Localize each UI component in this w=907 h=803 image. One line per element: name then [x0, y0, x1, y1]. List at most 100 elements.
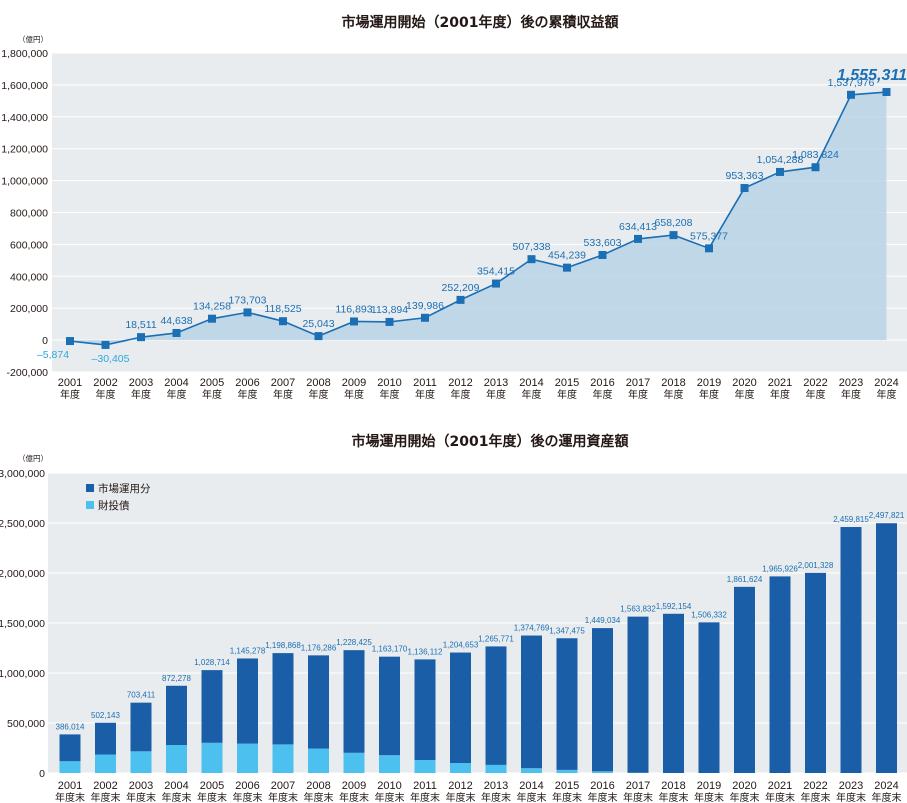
chart1-data-point	[350, 317, 358, 326]
chart1-x-tick-label: 2024	[874, 377, 898, 389]
chart1-x-tick-label: 2023	[839, 377, 863, 389]
chart2-bar-market	[627, 616, 649, 773]
chart1-x-tick-label: 2006	[235, 377, 259, 389]
chart2-gridlines	[48, 472, 907, 774]
chart1-x-tick-suffix: 年度	[415, 388, 435, 401]
chart1-data-label: 533,603	[584, 237, 622, 249]
chart2-bar-fiscal-bonds	[308, 748, 329, 773]
legend-label-market: 市場運用分	[98, 482, 151, 495]
chart1-data-point	[634, 234, 642, 243]
chart2-unit: （億円）	[18, 453, 48, 463]
chart1-x-tick-label: 2020	[732, 377, 756, 389]
chart2-total-label: 1,198,868	[265, 641, 301, 650]
chart2-total-label: 1,265,771	[478, 634, 514, 643]
chart1-x-tick-suffix: 年度	[344, 388, 364, 401]
chart2-bar-market	[521, 635, 542, 769]
chart2-x-tick-suffix: 年度末	[446, 791, 476, 803]
chart2-bar-fiscal-bonds	[343, 752, 365, 773]
chart1-x-tick-suffix: 年度	[735, 388, 755, 401]
chart1-data-point	[421, 313, 429, 322]
chart1-data-point	[101, 340, 110, 349]
chart2-x-tick-label: 2011	[413, 780, 437, 792]
chart1-data-label: 507,338	[513, 241, 551, 253]
chart2-bar-market	[95, 722, 116, 755]
chart1-data-label: 634,413	[619, 221, 657, 233]
chart2-total-label: 1,861,624	[727, 575, 763, 584]
chart2-bar-fiscal-bonds	[485, 764, 507, 773]
chart1-data-label: 113,894	[371, 304, 408, 316]
chart1-data-label: 1,083,824	[792, 149, 839, 161]
chart2-x-tick-suffix: 年度末	[126, 791, 156, 803]
chart2-x-tick-label: 2002	[93, 780, 117, 792]
chart1-x-tick-label: 2009	[342, 377, 366, 389]
chart2-total-label: 1,347,475	[549, 626, 585, 635]
chart1-data-point	[279, 317, 287, 326]
chart2-total-label: 502,143	[91, 711, 120, 720]
chart2-total-label: 1,145,278	[230, 646, 266, 655]
chart2-x-tick-label: 2001	[58, 780, 82, 792]
chart2-x-tick-label: 2006	[235, 780, 259, 792]
chart1-data-label: 173,703	[229, 294, 267, 306]
chart1-x-tick-label: 2012	[448, 377, 472, 389]
chart2-bar-market	[876, 523, 897, 773]
chart1-x-tick-label: 2003	[129, 377, 153, 389]
chart2-bar-market	[308, 655, 329, 749]
chart2-bar-market	[769, 576, 791, 773]
chart1-data-label: 1,555,311	[837, 67, 907, 84]
chart2-x-tick-suffix: 年度末	[517, 791, 547, 803]
chart1-data-point	[740, 184, 749, 193]
chart2-x-tick-suffix: 年度末	[872, 791, 902, 803]
chart2-bar-market	[201, 670, 223, 743]
chart2-total-label: 1,965,926	[762, 564, 798, 573]
chart1-data-label: 1,054,288	[757, 154, 804, 166]
chart1-data-label: 953,363	[726, 170, 764, 182]
chart2-total-label: 1,449,034	[585, 616, 621, 625]
chart1-data-label: 575,377	[690, 230, 728, 242]
chart1-x-tick-label: 2004	[164, 377, 188, 389]
chart1-x-tick-suffix: 年度	[557, 388, 577, 401]
chart1-x-tick-suffix: 年度	[486, 388, 506, 401]
chart2-bar-market	[485, 646, 507, 765]
chart1-x-tick-label: 2010	[377, 377, 401, 389]
chart2-x-tick-label: 2024	[874, 780, 898, 792]
chart2-x-tick-suffix: 年度末	[55, 791, 85, 803]
chart2-x-tick-label: 2010	[377, 780, 401, 792]
chart1-x-tick-suffix: 年度	[593, 388, 613, 401]
chart1-y-tick-label: 1,800,000	[1, 48, 48, 60]
chart2-x-tick-suffix: 年度末	[162, 791, 192, 803]
chart2-x-tick-label: 2023	[839, 780, 863, 792]
chart2-x-tick-suffix: 年度末	[481, 791, 511, 803]
chart1-area-fill	[70, 92, 887, 345]
chart1-unit: （億円）	[18, 34, 48, 44]
chart1-x-tick-label: 2007	[271, 377, 295, 389]
chart2-bar-market	[805, 572, 826, 773]
chart2-y-tick-label: 0	[39, 768, 45, 780]
chart2-x-tick-suffix: 年度末	[552, 791, 582, 803]
chart2-x-tick-label: 2020	[732, 780, 756, 792]
chart2-x-tick-label: 2012	[448, 780, 472, 792]
chart1-x-tick-suffix: 年度	[806, 388, 826, 401]
chart2-total-label: 1,374,769	[514, 624, 550, 633]
chart1-x-tick-suffix: 年度	[699, 388, 719, 401]
chart1-data-label: 18,511	[125, 319, 156, 331]
chart1-x-tick-suffix: 年度	[451, 388, 471, 401]
chart1-x-tick-suffix: 年度	[309, 388, 329, 401]
chart1-x-tick-label: 2021	[768, 377, 792, 389]
chart2-x-tick-label: 2018	[661, 780, 685, 792]
chart2-bar-fiscal-bonds	[166, 745, 187, 773]
legend-swatch-market	[86, 484, 94, 492]
chart1-x-tick-label: 2015	[555, 377, 579, 389]
asset-amount-chart: 市場運用開始（2001年度）後の運用資産額 （億円） 386,014 502,14…	[0, 433, 907, 803]
chart1-data-label: 116,893	[335, 303, 372, 315]
chart2-bar-fiscal-bonds	[130, 751, 152, 773]
chart1-x-tick-suffix: 年度	[380, 388, 400, 401]
chart1-x-tick-suffix: 年度	[877, 388, 897, 401]
chart2-x-tick-label: 2021	[768, 780, 792, 792]
chart1-y-tick-label: 0	[42, 335, 48, 347]
chart2-bar-fiscal-bonds	[556, 769, 578, 773]
chart1-y-tick-label: 1,400,000	[1, 112, 48, 124]
chart2-total-label: 2,497,821	[869, 511, 905, 520]
chart2-bar-market	[343, 650, 365, 753]
chart1-data-point	[527, 255, 536, 264]
chart2-x-tick-suffix: 年度末	[694, 791, 724, 803]
